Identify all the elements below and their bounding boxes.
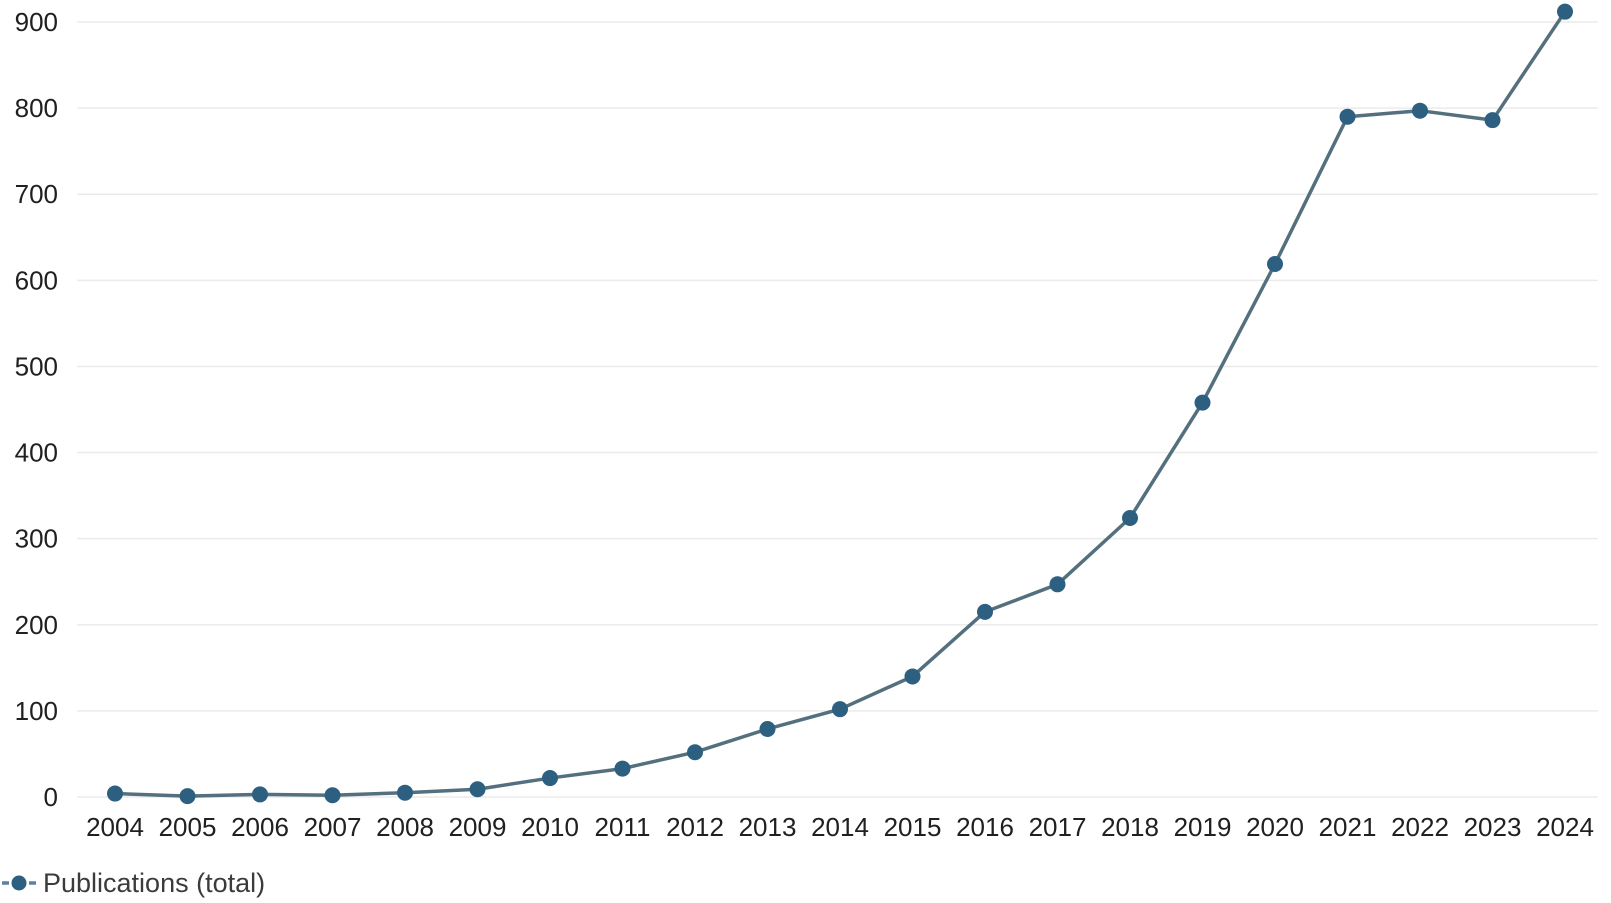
legend: Publications (total)	[2, 868, 265, 898]
x-axis-tick-2004: 2004	[86, 812, 144, 842]
y-axis-tick-200: 200	[15, 610, 58, 640]
x-axis-tick-2017: 2017	[1029, 812, 1087, 842]
x-axis-tick-2015: 2015	[884, 812, 942, 842]
x-axis-tick-2014: 2014	[811, 812, 869, 842]
y-axis-tick-300: 300	[15, 524, 58, 554]
x-axis-tick-2016: 2016	[956, 812, 1014, 842]
y-axis-tick-900: 900	[15, 7, 58, 37]
x-axis-tick-2005: 2005	[159, 812, 217, 842]
legend-line-dot-marker-icon	[2, 875, 36, 891]
x-axis-tick-2023: 2023	[1464, 812, 1522, 842]
data-point-2010[interactable]	[542, 770, 558, 787]
y-axis-tick-600: 600	[15, 265, 58, 295]
x-axis-tick-2022: 2022	[1391, 812, 1449, 842]
series-line	[113, 9, 1567, 798]
x-axis-tick-2013: 2013	[739, 812, 797, 842]
data-point-2004[interactable]	[107, 785, 123, 802]
x-axis-tick-2008: 2008	[376, 812, 434, 842]
y-axis-tick-400: 400	[15, 438, 58, 468]
data-point-2009[interactable]	[469, 781, 486, 798]
x-axis-tick-2012: 2012	[666, 812, 724, 842]
data-point-2014[interactable]	[832, 701, 848, 718]
data-point-2007[interactable]	[324, 787, 341, 804]
data-point-2016[interactable]	[977, 603, 993, 620]
data-point-2008[interactable]	[397, 784, 413, 801]
data-point-2021[interactable]	[1339, 108, 1356, 125]
y-axis-tick-800: 800	[15, 93, 58, 123]
x-axis-tick-2011: 2011	[595, 812, 651, 842]
data-point-2019[interactable]	[1194, 394, 1211, 411]
x-axis-tick-2009: 2009	[449, 812, 507, 842]
data-point-2006[interactable]	[252, 786, 268, 803]
legend-dot	[11, 875, 27, 891]
y-axis-tick-500: 500	[15, 351, 58, 381]
data-point-2012[interactable]	[687, 744, 703, 761]
x-axis-tick-2019: 2019	[1174, 812, 1232, 842]
data-point-2018[interactable]	[1122, 510, 1138, 526]
x-axis-tick-2007: 2007	[304, 812, 362, 842]
y-axis-tick-100: 100	[15, 696, 58, 726]
data-point-2015[interactable]	[904, 668, 921, 685]
x-axis-tick-2006: 2006	[231, 812, 289, 842]
x-axis-tick-2020: 2020	[1246, 812, 1304, 842]
x-axis-tick-2024: 2024	[1536, 812, 1594, 842]
data-point-2013[interactable]	[759, 720, 776, 737]
data-point-2005[interactable]	[179, 788, 196, 805]
legend-label: Publications (total)	[43, 867, 266, 898]
data-point-2023[interactable]	[1484, 112, 1501, 129]
data-point-2020[interactable]	[1267, 255, 1283, 272]
data-point-2024[interactable]	[1557, 3, 1573, 20]
data-point-2011[interactable]	[614, 760, 631, 777]
x-axis-tick-2018: 2018	[1101, 812, 1159, 842]
data-point-2022[interactable]	[1412, 102, 1428, 119]
y-axis-tick-0: 0	[44, 782, 58, 812]
y-axis-tick-700: 700	[15, 179, 58, 209]
x-axis-tick-2010: 2010	[521, 812, 579, 842]
x-axis-tick-2021: 2021	[1319, 812, 1377, 842]
data-point-2017[interactable]	[1049, 576, 1066, 593]
